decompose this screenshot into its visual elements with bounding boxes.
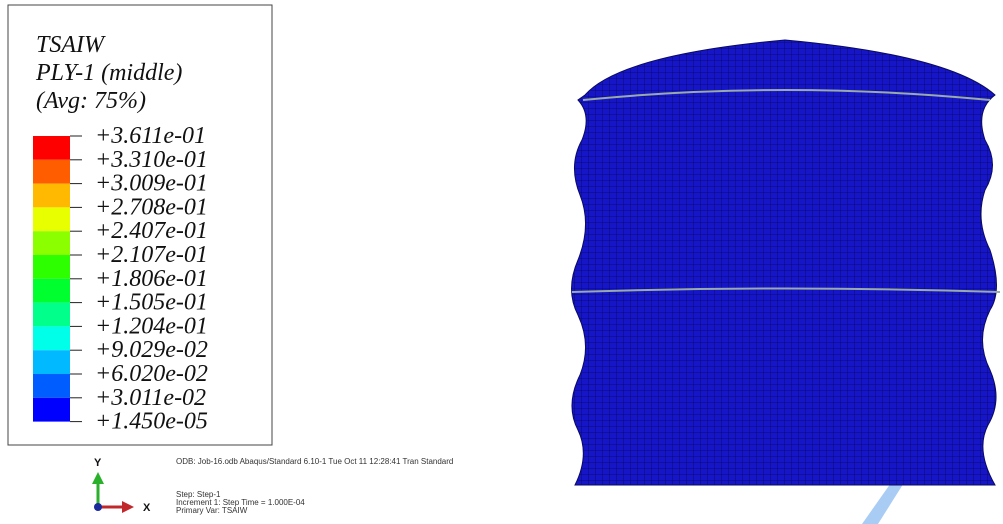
legend-label: +1.204e-01	[95, 313, 208, 339]
legend-label: +1.806e-01	[95, 266, 208, 292]
legend-band	[33, 350, 70, 374]
legend-label: +2.407e-01	[95, 218, 208, 244]
legend-band	[33, 374, 70, 398]
legend-title: (Avg: 75%)	[36, 88, 146, 114]
legend-band	[33, 184, 70, 208]
legend-label: +2.107e-01	[95, 242, 208, 268]
legend-band	[33, 303, 70, 327]
legend-band	[33, 231, 70, 255]
legend-band	[33, 160, 70, 184]
legend-label: +6.020e-02	[95, 361, 208, 387]
legend-band	[33, 279, 70, 303]
legend-label: +9.029e-02	[95, 337, 208, 363]
legend-label: +2.708e-01	[95, 194, 208, 220]
triad: Y X	[92, 457, 151, 514]
legend-title: TSAIW	[36, 32, 106, 58]
axis-y-label: Y	[94, 457, 102, 469]
legend-label: +3.611e-01	[95, 123, 206, 149]
axis-x-label: X	[143, 502, 151, 514]
legend-title: PLY-1 (middle)	[35, 60, 182, 86]
legend-label: +3.009e-01	[95, 171, 208, 197]
legend-label: +1.505e-01	[95, 290, 208, 316]
viewport: TSAIWPLY-1 (middle)(Avg: 75%)+3.611e-01+…	[0, 0, 1003, 524]
legend-label: +1.450e-05	[95, 409, 208, 435]
variable-info: Primary Var: TSAIW	[176, 506, 248, 515]
odb-info: ODB: Job-16.odb Abaqus/Standard 6.10-1 T…	[176, 457, 453, 466]
legend-label: +3.011e-02	[95, 385, 206, 411]
legend-band	[33, 207, 70, 231]
model	[572, 40, 997, 485]
legend-band	[33, 255, 70, 279]
legend-band	[33, 326, 70, 350]
legend-label: +3.310e-01	[95, 147, 208, 173]
legend-band	[33, 398, 70, 422]
legend-band	[33, 136, 70, 160]
